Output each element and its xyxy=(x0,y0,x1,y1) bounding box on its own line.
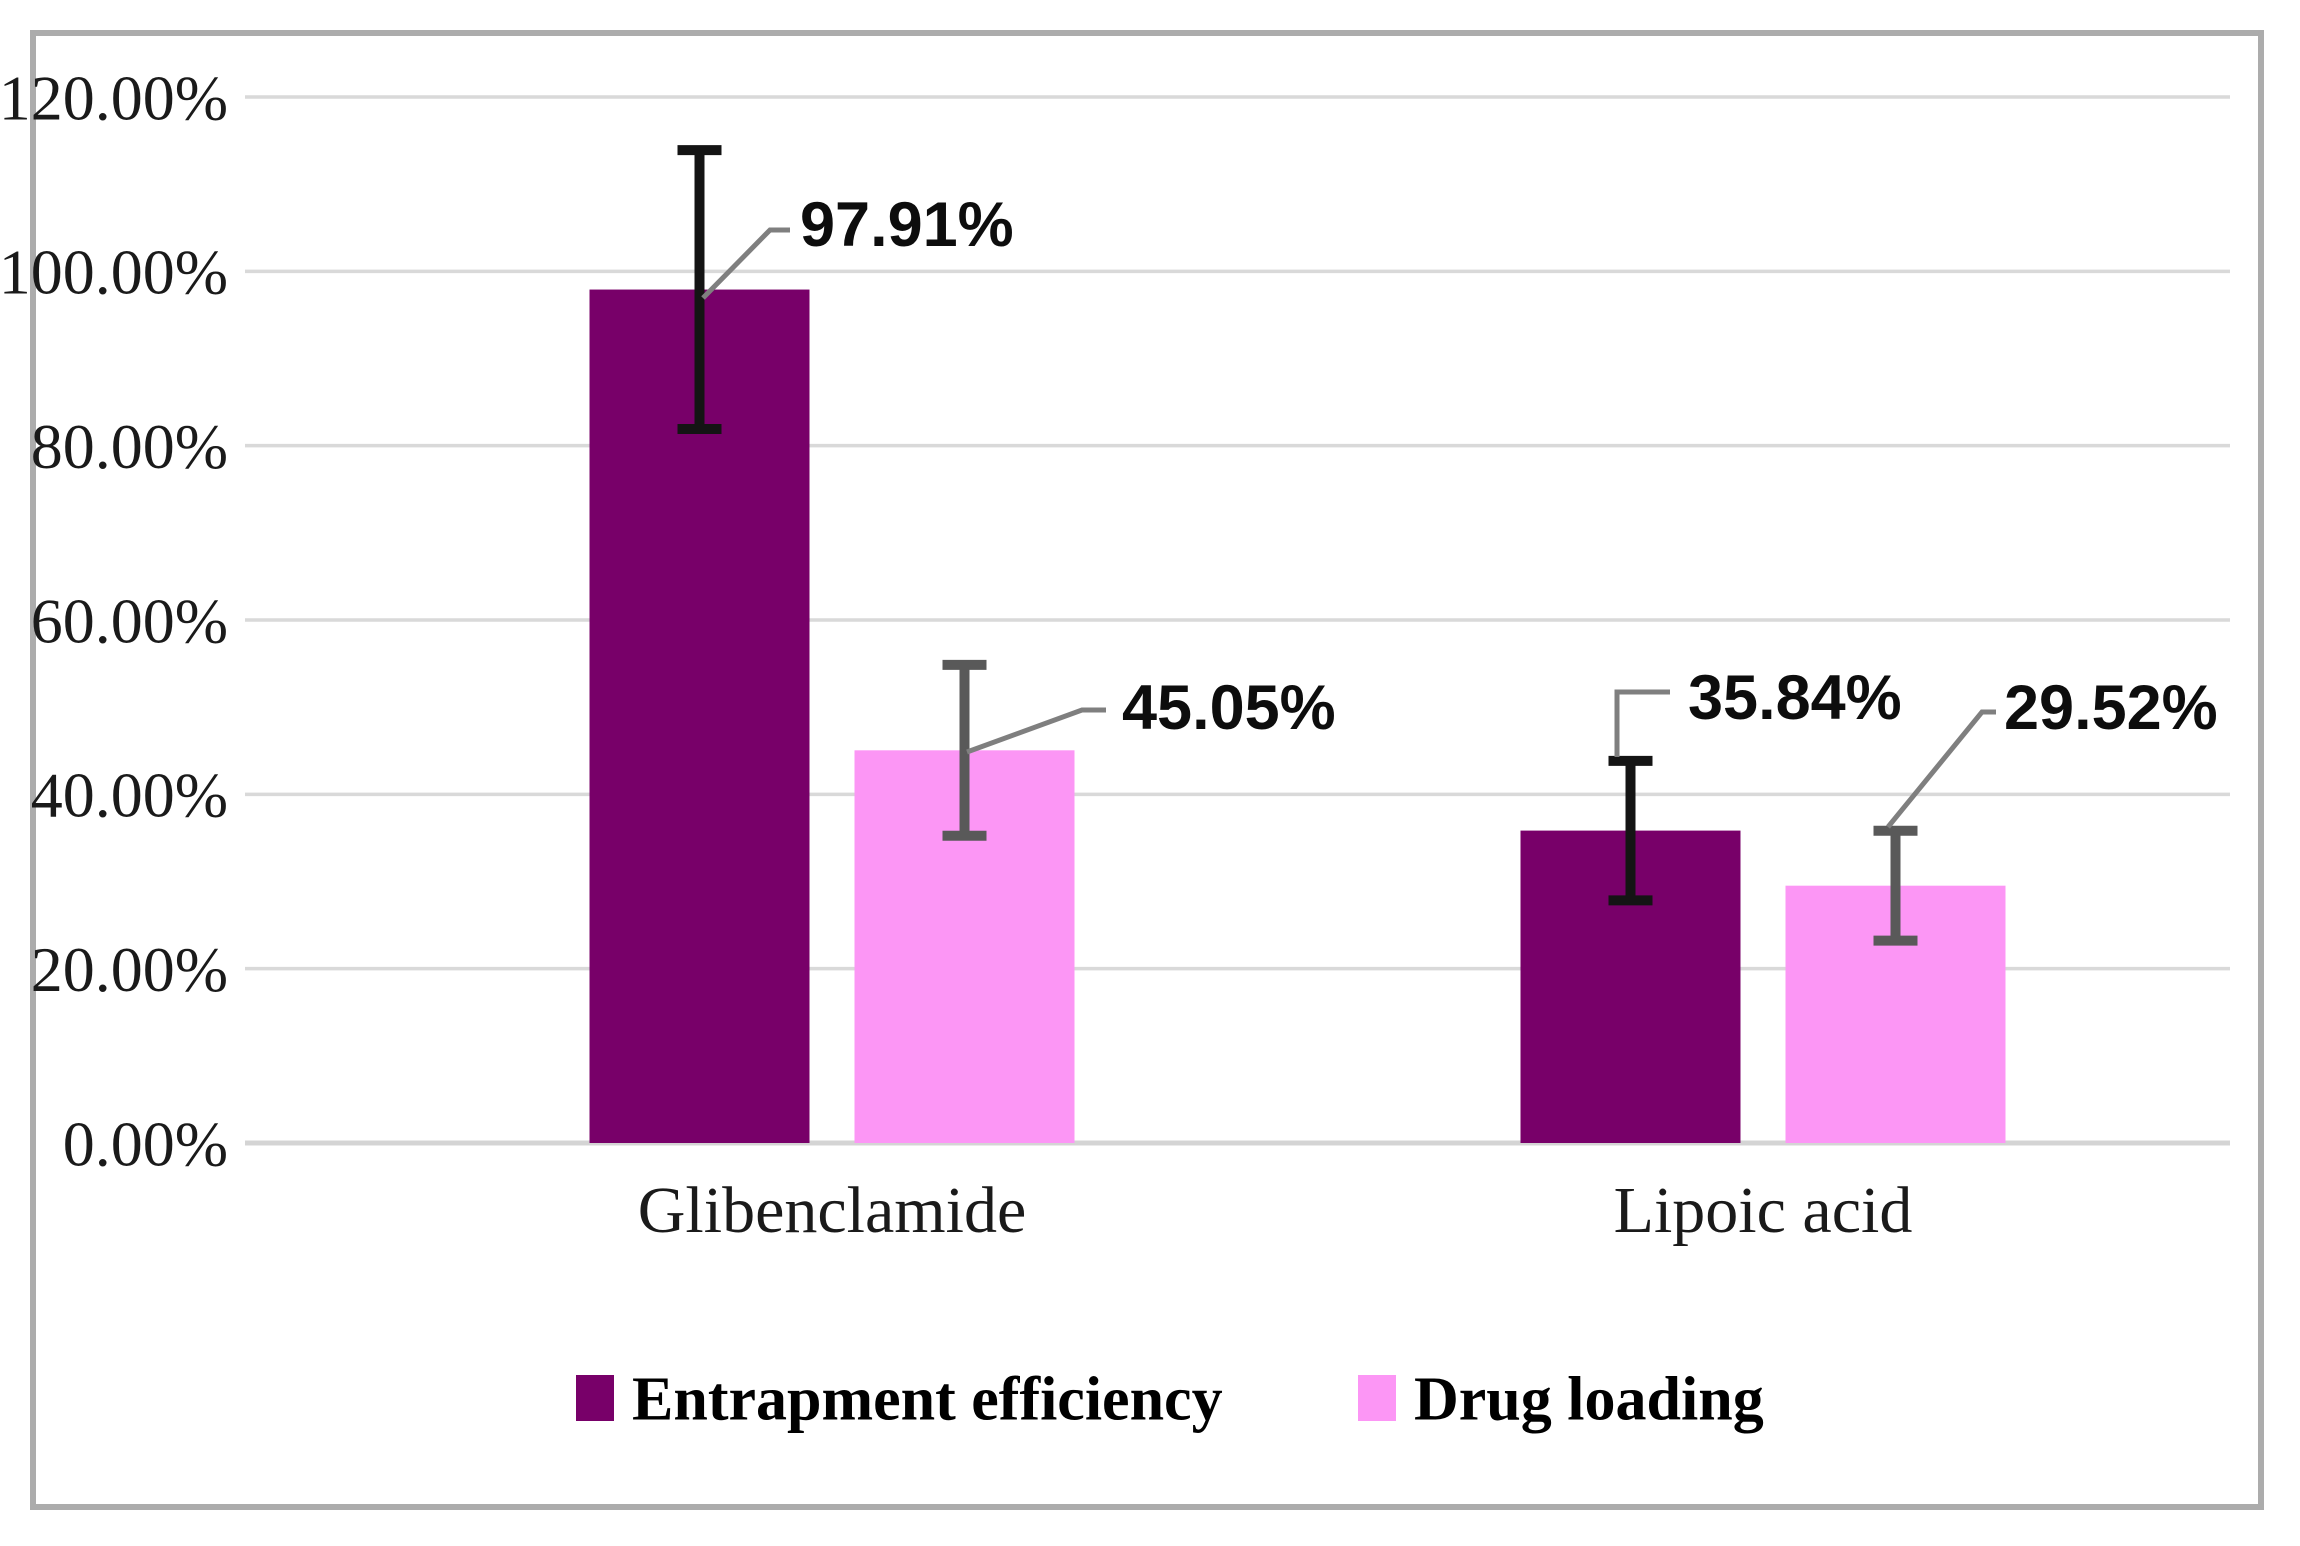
y-tick-label: 40.00% xyxy=(31,760,228,831)
y-tick-label: 80.00% xyxy=(31,411,228,482)
y-tick-label: 100.00% xyxy=(0,237,228,308)
data-label: 45.05% xyxy=(1122,673,1336,743)
chart-frame xyxy=(30,30,2264,1510)
x-axis-label-glibenclamide: Glibenclamide xyxy=(638,1174,1027,1247)
error-bar xyxy=(677,145,722,435)
legend-swatch-drug-loading xyxy=(1358,1375,1396,1421)
legend-swatch-entrapment-efficiency xyxy=(576,1375,614,1421)
data-label: 97.91% xyxy=(800,190,1014,260)
leader-line xyxy=(1614,689,1670,757)
data-label: 29.52% xyxy=(2004,673,2218,743)
y-tick-label: 60.00% xyxy=(31,585,228,656)
legend-label-entrapment-efficiency: Entrapment efficiency xyxy=(632,1366,1223,1434)
y-tick-label: 20.00% xyxy=(31,934,228,1005)
leader-line xyxy=(701,227,790,300)
leader-line xyxy=(966,707,1106,755)
data-label: 35.84% xyxy=(1688,663,1902,733)
y-tick-label: 120.00% xyxy=(0,62,228,133)
legend-label-drug-loading: Drug loading xyxy=(1414,1366,1764,1434)
error-bar xyxy=(942,659,987,841)
leader-line xyxy=(1886,709,1996,829)
error-bar xyxy=(1873,825,1918,946)
y-tick-label: 0.00% xyxy=(63,1108,228,1179)
error-bar xyxy=(1608,755,1653,906)
x-axis-label-lipoic-acid: Lipoic acid xyxy=(1614,1174,1913,1247)
